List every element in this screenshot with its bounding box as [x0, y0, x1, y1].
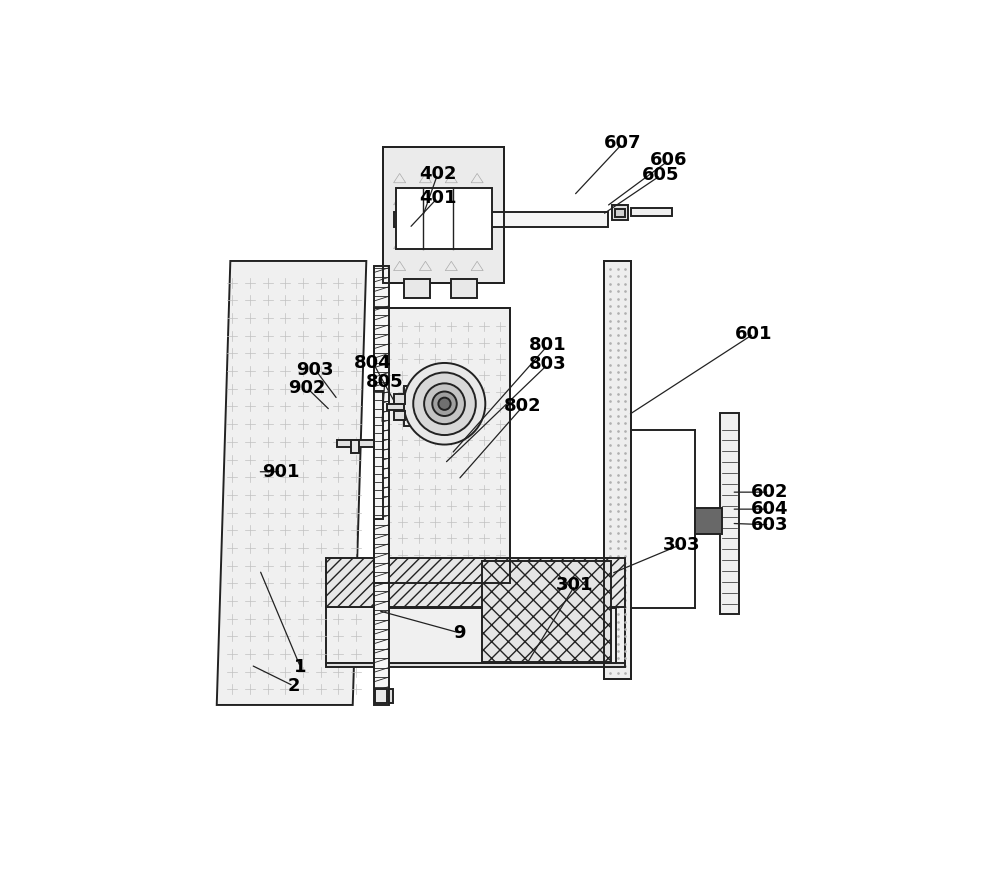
Bar — [604, 261, 631, 679]
Text: 902: 902 — [288, 379, 326, 397]
Bar — [604, 261, 631, 679]
Text: 1: 1 — [294, 658, 307, 675]
Bar — [383, 147, 504, 283]
Bar — [615, 209, 625, 217]
Circle shape — [432, 391, 457, 416]
Bar — [612, 205, 628, 220]
Circle shape — [424, 383, 465, 424]
Text: 602: 602 — [751, 483, 788, 502]
Text: 9: 9 — [453, 624, 466, 642]
Text: 803: 803 — [529, 355, 567, 374]
Text: 303: 303 — [662, 535, 700, 554]
Circle shape — [413, 373, 476, 435]
Bar — [374, 308, 510, 584]
Bar — [383, 147, 504, 283]
Circle shape — [404, 363, 485, 444]
Text: 801: 801 — [529, 336, 567, 354]
Text: 605: 605 — [642, 166, 679, 185]
Circle shape — [438, 397, 451, 410]
Bar — [482, 562, 611, 662]
Bar — [375, 690, 387, 703]
Bar — [337, 441, 374, 448]
Bar — [631, 208, 672, 216]
Bar — [396, 187, 492, 249]
Text: 2: 2 — [287, 677, 300, 695]
Text: 606: 606 — [650, 151, 688, 170]
Bar — [374, 608, 616, 663]
Bar — [387, 404, 404, 410]
Bar — [720, 413, 739, 614]
Bar — [326, 607, 625, 663]
Text: 603: 603 — [751, 516, 788, 534]
Text: 901: 901 — [263, 463, 300, 480]
Bar — [389, 690, 393, 703]
Bar — [326, 663, 625, 667]
Text: 805: 805 — [366, 373, 403, 391]
Bar — [394, 212, 608, 227]
Bar — [394, 411, 405, 420]
Bar — [351, 441, 359, 453]
Bar — [695, 509, 722, 534]
Text: 301: 301 — [556, 577, 594, 594]
Text: 401: 401 — [419, 189, 456, 207]
Bar — [394, 394, 405, 404]
Text: 802: 802 — [504, 397, 542, 416]
Bar — [451, 279, 477, 298]
Bar — [404, 386, 424, 426]
Text: 402: 402 — [419, 165, 456, 183]
Text: 607: 607 — [604, 134, 641, 153]
Bar — [326, 558, 625, 607]
Bar — [404, 279, 430, 298]
Text: 903: 903 — [297, 361, 334, 379]
Text: 604: 604 — [751, 500, 788, 518]
Bar — [374, 391, 383, 518]
Text: 601: 601 — [735, 325, 773, 343]
Bar — [374, 267, 389, 705]
Bar — [374, 308, 510, 584]
Text: 804: 804 — [354, 354, 392, 372]
Polygon shape — [217, 261, 366, 705]
